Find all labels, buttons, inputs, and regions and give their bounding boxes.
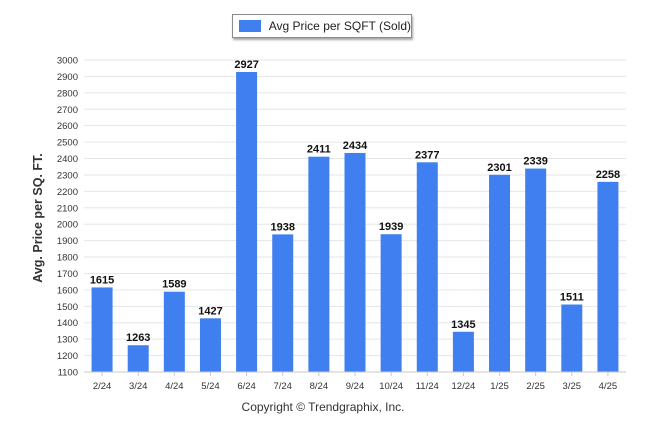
x-tick-label: 12/24 [452, 381, 476, 392]
data-label: 1345 [451, 319, 475, 331]
y-tick-label: 1300 [57, 335, 78, 346]
data-label: 2927 [234, 59, 258, 71]
bar [163, 291, 185, 372]
bar [344, 152, 366, 372]
bar [91, 287, 113, 372]
data-labels: 1615 1263 1589 1427 2927 1938 2411 2434 1939 2377… [90, 59, 620, 344]
x-tick-label: 9/24 [346, 381, 365, 392]
x-tick-label: 6/24 [237, 381, 256, 392]
x-tick-label: 2/25 [526, 381, 545, 392]
bar [597, 181, 619, 372]
x-tick-label: 4/24 [165, 381, 184, 392]
y-tick-label: 1700 [57, 269, 78, 280]
legend-swatch [239, 20, 261, 32]
y-tick-label: 2700 [57, 105, 78, 116]
y-tick-label: 1900 [57, 236, 78, 247]
x-tick-label: 5/24 [201, 381, 220, 392]
bar [416, 162, 438, 372]
data-label: 2411 [307, 144, 331, 156]
y-tick-label: 1400 [57, 318, 78, 329]
bar [127, 345, 149, 372]
y-tick-label: 1100 [58, 368, 78, 379]
bar [308, 156, 330, 372]
y-tick-label: 2000 [57, 220, 78, 231]
y-tick-label: 2900 [57, 72, 78, 83]
y-tick-label: 1800 [57, 253, 78, 264]
x-tick-label: 4/25 [599, 381, 618, 392]
y-tick-label: 2400 [57, 154, 78, 165]
y-axis-ticks: 1100 1200 1300 1400 1500 1600 1700 1800 1900 2000… [57, 56, 78, 379]
data-label: 1615 [90, 274, 114, 286]
y-tick-label: 2600 [57, 121, 78, 132]
y-tick-label: 3000 [57, 56, 78, 67]
x-tick-label: 2/24 [93, 381, 112, 392]
x-tick-label: 7/24 [273, 381, 292, 392]
bar [452, 331, 474, 372]
data-label: 2377 [415, 149, 439, 161]
data-label: 1511 [560, 292, 584, 304]
copyright-footer: Copyright © Trendgraphix, Inc. [241, 400, 405, 414]
bar [561, 304, 583, 372]
bar [272, 234, 294, 372]
y-tick-label: 2200 [57, 187, 78, 198]
data-label: 2258 [596, 169, 620, 181]
data-label: 1589 [162, 279, 186, 291]
x-tick-label: 10/24 [379, 381, 403, 392]
y-tick-label: 1600 [57, 285, 78, 296]
y-tick-label: 2500 [57, 138, 78, 149]
data-label: 1427 [198, 305, 222, 317]
data-label: 2434 [343, 140, 368, 152]
x-axis-ticks: 2/24 3/24 4/24 5/24 6/24 7/24 8/24 9/24 10/24 11/… [93, 372, 617, 392]
bar [525, 168, 547, 372]
y-tick-label: 2300 [57, 170, 78, 181]
y-tick-label: 2100 [57, 203, 78, 214]
x-tick-label: 3/25 [563, 381, 582, 392]
x-tick-label: 3/24 [129, 381, 148, 392]
bar [489, 174, 511, 372]
y-axis-label: Avg. Price per SQ. FT. [31, 153, 45, 283]
data-label: 1939 [379, 221, 403, 233]
x-tick-label: 1/25 [490, 381, 509, 392]
legend-label: Avg Price per SQFT (Sold) [268, 19, 411, 33]
data-label: 2339 [523, 156, 547, 168]
data-label: 1938 [270, 221, 294, 233]
bar [236, 71, 258, 372]
bar [199, 318, 221, 372]
y-tick-label: 2800 [57, 88, 78, 99]
bars [91, 71, 619, 372]
y-tick-label: 1200 [57, 351, 78, 362]
data-label: 1263 [126, 332, 150, 344]
y-tick-label: 1500 [57, 302, 78, 313]
data-label: 2301 [487, 162, 511, 174]
x-tick-label: 11/24 [416, 381, 439, 392]
bar [380, 234, 402, 372]
x-tick-label: 8/24 [310, 381, 329, 392]
legend: Avg Price per SQFT (Sold) [232, 14, 412, 38]
